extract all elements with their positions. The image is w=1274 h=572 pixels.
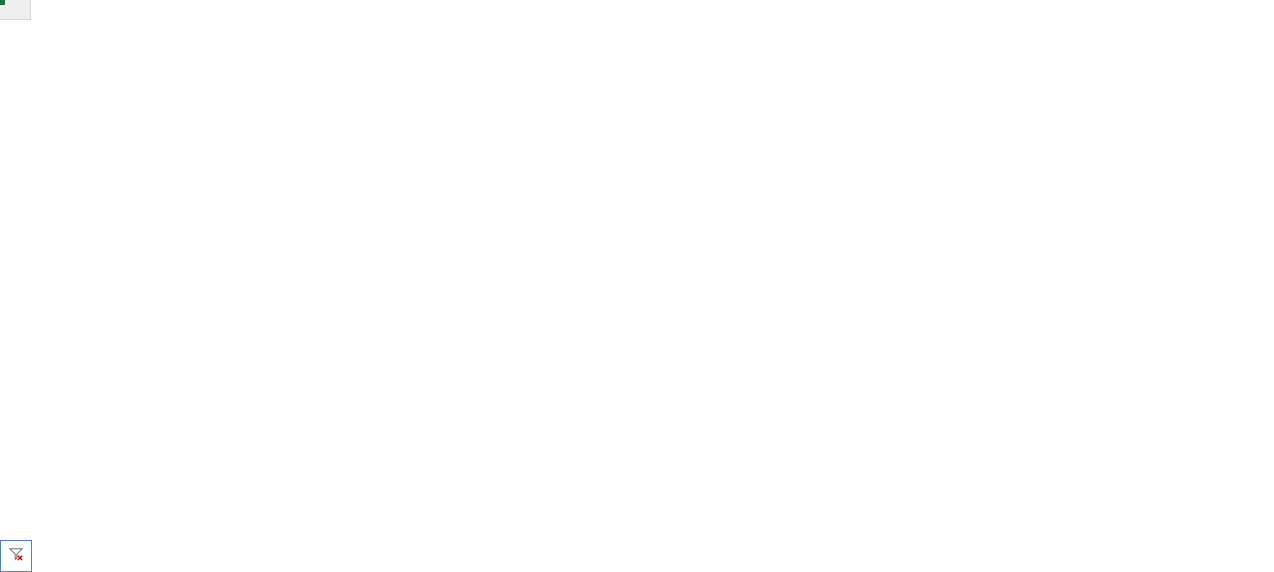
spreadsheet-grid — [0, 0, 1274, 540]
clear-filter-icon[interactable] — [9, 547, 23, 561]
corner-cell[interactable] — [0, 0, 31, 20]
slicer-header — [5, 545, 27, 567]
column-headers — [0, 0, 31, 20]
year-slicer[interactable] — [0, 540, 32, 572]
